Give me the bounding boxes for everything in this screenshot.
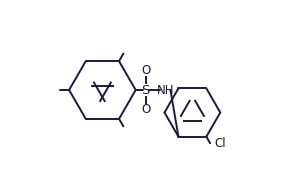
Text: NH: NH xyxy=(157,84,174,96)
Text: S: S xyxy=(142,84,150,96)
Text: O: O xyxy=(141,103,150,116)
Text: Cl: Cl xyxy=(214,137,226,150)
Text: O: O xyxy=(141,64,150,77)
